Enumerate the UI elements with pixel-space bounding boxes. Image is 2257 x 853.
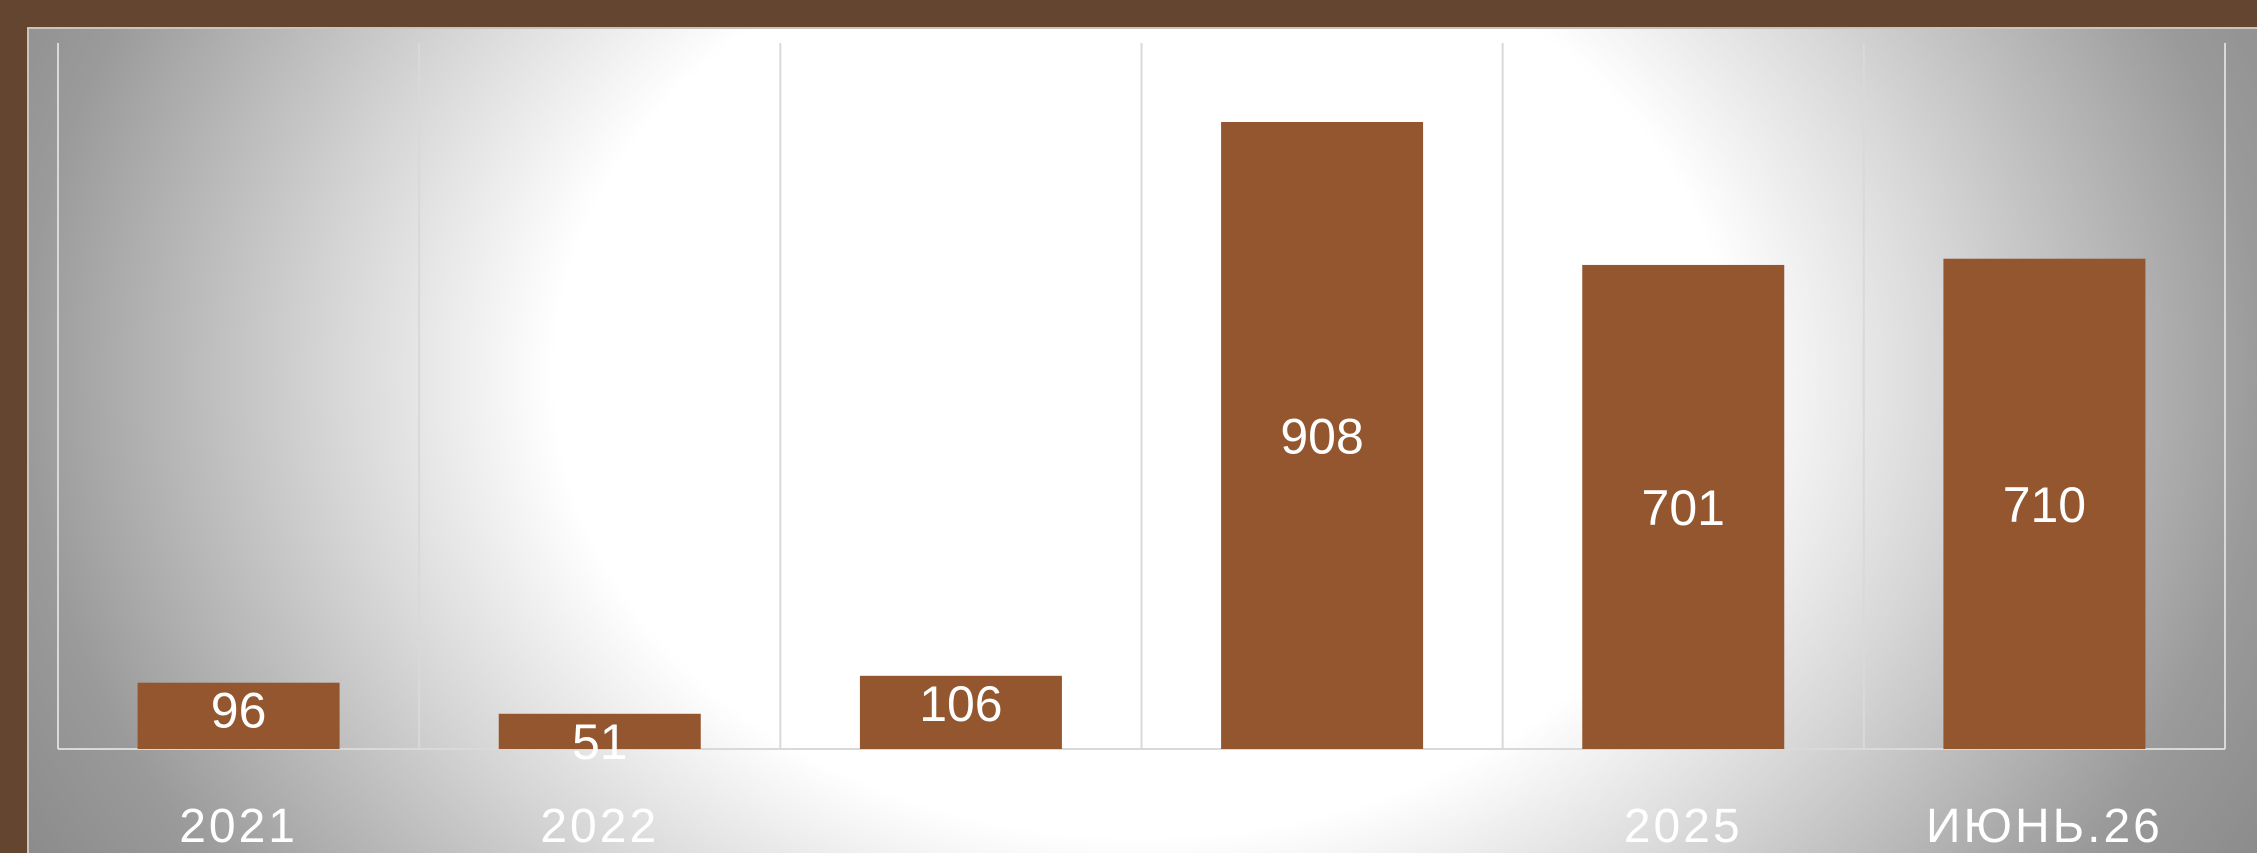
bar [1582, 264, 1785, 749]
bar-chart: 96 51 106 908 701 710 2021 2022 2025 ИЮНЬ.26 [57, 43, 2226, 853]
data-labels: 96 51 106 908 701 710 [211, 409, 2086, 770]
bars [137, 122, 2146, 749]
data-label: 908 [1280, 409, 1363, 465]
data-label: 51 [572, 714, 628, 770]
category-label: 2025 [1624, 800, 1743, 853]
bar [498, 713, 701, 749]
bar [859, 675, 1062, 749]
chart-frame: 96 51 106 908 701 710 2021 2022 2025 ИЮНЬ.26 [27, 27, 2257, 853]
data-label: 106 [919, 676, 1002, 732]
bar [1221, 122, 1424, 749]
data-label: 96 [211, 683, 267, 739]
category-label: ИЮНЬ.26 [1926, 800, 2163, 853]
data-label: 701 [1642, 480, 1725, 536]
gridlines [57, 43, 2226, 750]
category-labels: 2021 2022 2025 ИЮНЬ.26 [179, 800, 2163, 853]
data-label: 710 [2003, 477, 2086, 533]
category-label: 2022 [540, 800, 659, 853]
bar [1943, 258, 2146, 749]
category-label: 2021 [179, 800, 298, 853]
bar [137, 682, 340, 749]
